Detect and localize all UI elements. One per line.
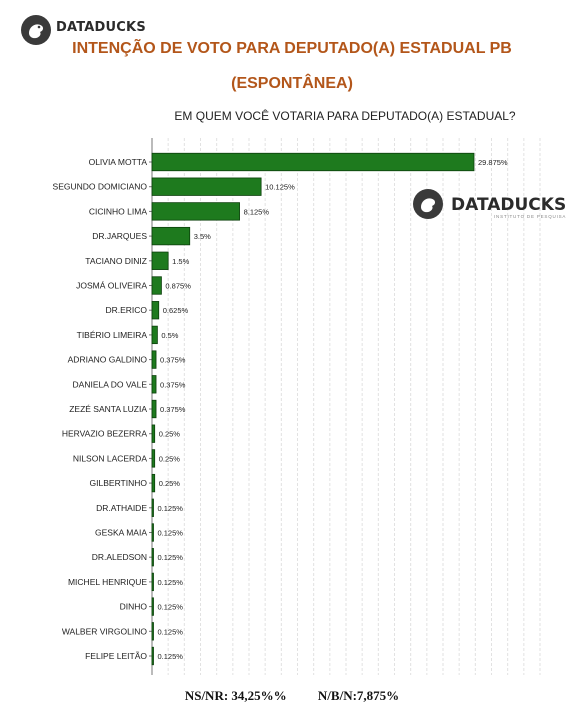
category-label: DR.JARQUES [92,231,147,241]
data-label: 0.625% [163,306,189,315]
category-label: ADRIANO GALDINO [68,355,148,365]
page-title: INTENÇÃO DE VOTO PARA DEPUTADO(A) ESTADU… [72,40,512,57]
data-label: 0.5% [161,331,178,340]
bar [151,473,156,493]
data-label: 0.375% [160,380,186,389]
category-label: ZEZÉ SANTA LUZIA [69,404,147,414]
category-label: DR.ERICO [105,305,147,315]
bar [151,276,162,295]
category-label: MICHEL HENRIQUE [68,577,147,587]
data-label: 0.125% [158,529,184,538]
category-label: JOSMÁ OLIVEIRA [76,281,147,291]
category-label: NILSON LACERDA [73,453,147,463]
bar [151,399,157,419]
footer-stats: NS/NR: 34,25%% N/B/N:7,875% [0,688,584,704]
footer-nbn: N/B/N:7,875% [317,688,400,703]
data-label: 0.875% [165,282,191,291]
page-subtitle: (ESPONTÂNEA) [231,75,353,92]
bar [151,301,160,320]
data-label: 3.5% [194,232,211,241]
category-label: TIBÉRIO LIMEIRA [77,330,148,340]
watermark-brand: DATADUCKS [451,195,566,215]
data-label: 0.375% [160,405,186,414]
data-label: 0.25% [159,479,181,488]
duck-logo-icon [21,15,51,45]
category-label: DANIELA DO VALE [73,379,148,389]
data-label: 0.25% [159,454,181,463]
bar [151,523,154,542]
bar [151,251,169,270]
footer-nsnr: NS/NR: 34,25%% [184,688,287,703]
dataducks-logo: DATADUCKS [20,10,190,46]
bar-chart: EM QUEM VOCÊ VOTARIA PARA DEPUTADO(A) ES… [53,108,566,675]
data-label: 0.125% [158,504,184,513]
category-label: HERVAZIO BEZERRA [62,429,148,439]
category-label: FELIPE LEITÃO [85,651,147,661]
data-label: 0.375% [160,356,186,365]
bar [151,572,154,592]
data-label: 0.125% [158,627,184,636]
category-label: SEGUNDO DOMICIANO [53,182,148,192]
data-label: 0.125% [158,578,184,587]
data-label: 1.5% [172,257,189,266]
category-label: DR.ATHAIDE [96,503,147,513]
bar [151,152,475,172]
category-label: WALBER VIRGOLINO [62,626,148,636]
bar [151,202,240,221]
bar [151,424,156,443]
data-label: 0.125% [158,603,184,612]
category-label: DINHO [120,602,148,612]
data-label: 29.875% [478,158,508,167]
bar [151,498,154,517]
data-label: 8.125% [244,207,270,216]
watermark-tagline: INSTITUTO DE PESQUISA [494,214,566,219]
bar [151,622,154,641]
data-label: 0.25% [159,430,181,439]
data-label: 0.125% [158,652,184,661]
bar [151,548,154,567]
category-label: DR.ALEDSON [92,552,147,562]
data-label: 10.125% [265,183,295,192]
bar [151,177,262,196]
bar [151,350,157,369]
chart-title: EM QUEM VOCÊ VOTARIA PARA DEPUTADO(A) ES… [174,108,516,123]
category-label: GESKA MAIA [95,528,147,538]
category-label: CICINHO LIMA [89,206,147,216]
bar [151,597,154,616]
bar [151,325,158,345]
duck-shape [421,198,436,213]
bar [151,226,191,246]
category-label: TACIANO DINIZ [85,256,147,266]
bar [151,449,156,468]
bar [151,375,157,394]
category-label: GILBERTINHO [90,478,148,488]
logo-brand-text: DATADUCKS [56,20,146,35]
data-label: 0.125% [158,553,184,562]
bar [151,646,154,666]
category-label: OLIVIA MOTTA [89,157,148,167]
